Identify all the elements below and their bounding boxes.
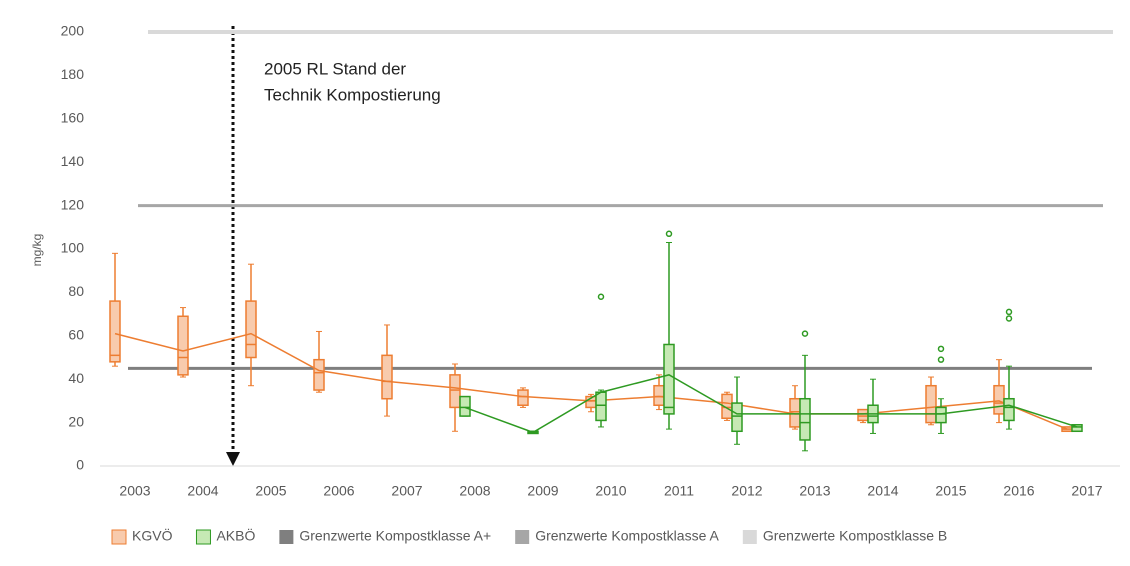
y-tick-label: 40 (68, 370, 84, 386)
box (595, 391, 607, 422)
box (653, 384, 665, 406)
x-tick-label: 2016 (1003, 483, 1034, 499)
x-tick-label: 2005 (255, 483, 286, 499)
box (1071, 424, 1083, 433)
x-tick-label: 2012 (731, 483, 762, 499)
legend-label: KGVÖ (132, 527, 173, 544)
x-tick-label: 2007 (391, 483, 422, 499)
x-tick-label: 2006 (323, 483, 354, 499)
x-tick-label: 2017 (1071, 483, 1102, 499)
x-tick-label: 2011 (664, 483, 694, 499)
box (459, 395, 471, 417)
outlier (937, 356, 945, 363)
x-tick-label: 2010 (595, 483, 626, 499)
outlier (937, 345, 945, 353)
arrow-head (226, 452, 240, 466)
outlier (1005, 308, 1013, 316)
box (313, 358, 325, 391)
box (925, 384, 937, 424)
box (731, 402, 743, 433)
y-tick-label: 160 (61, 110, 85, 126)
legend-label: Grenzwerte Kompostklasse A+ (299, 528, 491, 544)
y-tick-label: 100 (61, 240, 85, 256)
legend-swatch (279, 530, 294, 544)
outlier (1005, 315, 1013, 322)
outlier (801, 330, 809, 337)
outlier (665, 230, 673, 238)
x-tick-label: 2009 (527, 483, 558, 499)
y-tick-label: 80 (68, 283, 84, 299)
y-tick-label: 200 (61, 23, 85, 39)
legend-label: AKBÖ (216, 527, 255, 544)
y-tick-label: 20 (68, 413, 84, 429)
y-tick-label: 120 (61, 196, 85, 212)
box (245, 300, 257, 359)
x-tick-label: 2008 (459, 483, 490, 499)
y-tick-label: 60 (68, 327, 84, 343)
box (109, 300, 121, 363)
legend-swatch (515, 530, 530, 544)
box (857, 408, 869, 422)
legend-swatch (195, 529, 211, 545)
x-tick-label: 2004 (187, 483, 218, 499)
y-tick-label: 180 (61, 66, 85, 82)
annotation: Technik Kompostierung (264, 85, 441, 104)
legend-label: Grenzwerte Kompostklasse B (763, 528, 947, 544)
legend-label: Grenzwerte Kompostklasse A (535, 528, 719, 544)
mean-line (114, 332, 1068, 430)
legend-swatch (742, 530, 757, 544)
outlier (597, 293, 605, 300)
x-tick-label: 2015 (935, 483, 966, 499)
x-tick-label: 2014 (867, 483, 898, 499)
box (449, 374, 461, 409)
legend-swatch (111, 529, 127, 545)
mean-line (464, 374, 1078, 434)
y-axis-label: mg/kg (30, 234, 44, 267)
box (993, 384, 1005, 415)
x-tick-label: 2013 (799, 483, 830, 499)
box (935, 406, 947, 424)
y-tick-label: 140 (61, 153, 85, 169)
x-tick-label: 2003 (119, 483, 150, 499)
annotation: 2005 RL Stand der (264, 59, 406, 78)
box (1003, 397, 1015, 422)
box (381, 354, 393, 400)
y-tick-label: 0 (76, 457, 84, 473)
box (517, 389, 529, 406)
box (177, 315, 189, 376)
box (663, 343, 675, 415)
box (799, 397, 811, 441)
